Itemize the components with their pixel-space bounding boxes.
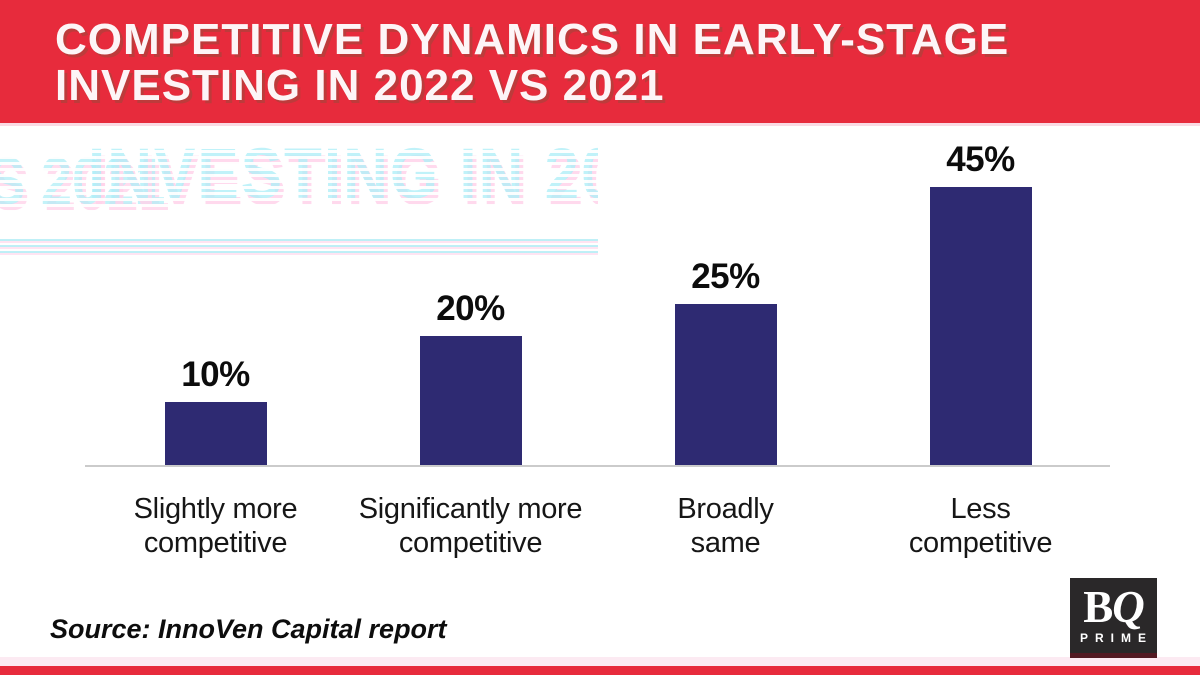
bar — [674, 303, 777, 467]
bq-prime-logo: BQ PRIME — [1070, 578, 1157, 658]
bar-category-label: Less competitive — [908, 493, 1053, 559]
bar-category-label: Broadly same — [677, 493, 774, 559]
x-axis-line — [85, 465, 1110, 467]
category-labels-row: Slightly more competitive Significantly mo… — [88, 492, 1108, 560]
bar-value-label: 45% — [946, 140, 1015, 179]
bottom-pink-band — [0, 657, 1200, 666]
bars-row: 10% 20% 25% 45% — [88, 140, 1108, 467]
logo-prime-text: PRIME — [1079, 631, 1153, 645]
bar-category-label: Significantly more competitive — [358, 493, 583, 559]
logo-letter-b: B — [1083, 582, 1113, 632]
bar-category-label: Slightly more competitive — [133, 493, 298, 559]
bar-value-label: 25% — [691, 256, 760, 296]
source-attribution: Source: InnoVen Capital report — [50, 614, 447, 644]
page-title-line-2: INVESTING IN 2022 VS 2021 — [55, 61, 665, 110]
header-banner: COMPETITIVE DYNAMICS IN EARLY-STAGE INVE… — [0, 0, 1200, 126]
bar — [419, 336, 522, 467]
bar — [929, 187, 1032, 467]
bar-column: 10% — [88, 140, 343, 467]
bar-column: 20% — [343, 140, 598, 467]
bar-column: 45% — [853, 140, 1108, 467]
page-title-line-1: COMPETITIVE DYNAMICS IN EARLY-STAGE — [55, 15, 1010, 64]
bottom-red-bar — [0, 666, 1200, 675]
bar — [164, 401, 267, 467]
logo-bq-text: BQ — [1070, 584, 1157, 630]
logo-letter-q: Q — [1112, 582, 1144, 632]
bar-column: 25% — [598, 140, 853, 467]
bar-value-label: 20% — [436, 289, 505, 329]
bar-value-label: 10% — [181, 354, 250, 394]
